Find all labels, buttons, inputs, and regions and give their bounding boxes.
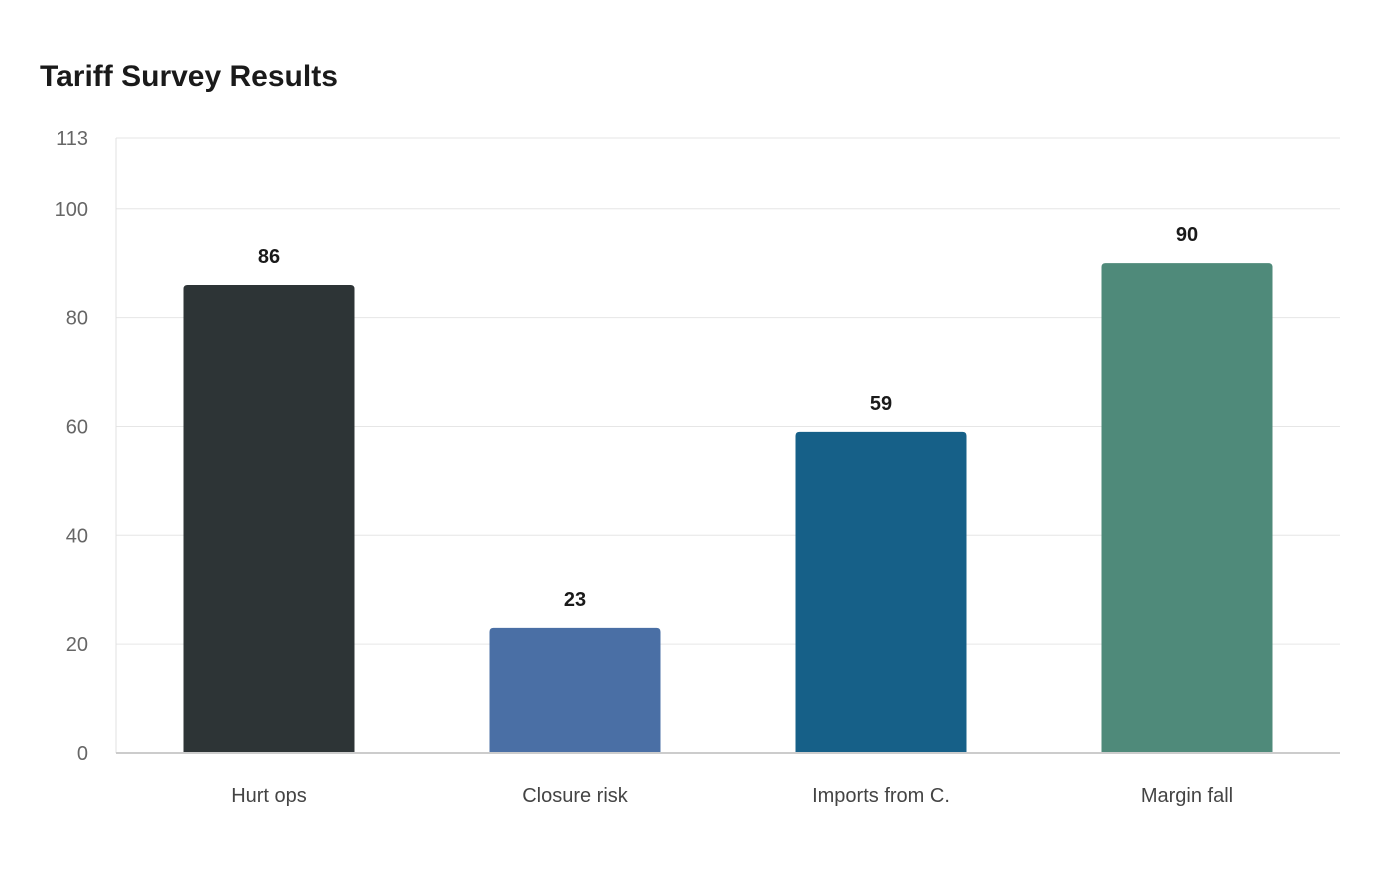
x-tick-label: Imports from C. (812, 785, 950, 807)
y-tick-label: 113 (56, 128, 88, 150)
y-tick-label: 40 (66, 525, 88, 547)
data-label: 23 (564, 589, 586, 611)
y-axis-ticks: 0 20 40 60 80 100 113 (55, 128, 88, 765)
y-tick-label: 100 (55, 199, 88, 221)
x-tick-label: Hurt ops (231, 785, 307, 807)
data-label: 59 (870, 393, 892, 415)
bar-closure-risk (489, 627, 661, 753)
x-tick-label: Closure risk (522, 785, 629, 807)
category-labels: Hurt ops Closure risk Imports from C. Margi… (231, 785, 1233, 807)
x-tick-label: Margin fall (1141, 785, 1233, 807)
bars (183, 263, 1273, 753)
y-tick-label: 60 (66, 416, 88, 438)
data-label: 90 (1176, 224, 1198, 246)
value-labels: 86 23 59 90 (258, 224, 1198, 611)
chart-title: Tariff Survey Results (40, 60, 338, 93)
y-tick-label: 80 (66, 308, 88, 330)
y-tick-label: 20 (66, 634, 88, 656)
y-tick-label: 0 (77, 743, 88, 765)
bar-imports-from-c (795, 431, 967, 753)
bar-margin-fall (1101, 263, 1273, 753)
bar-hurt-ops (183, 284, 355, 753)
data-label: 86 (258, 246, 280, 268)
